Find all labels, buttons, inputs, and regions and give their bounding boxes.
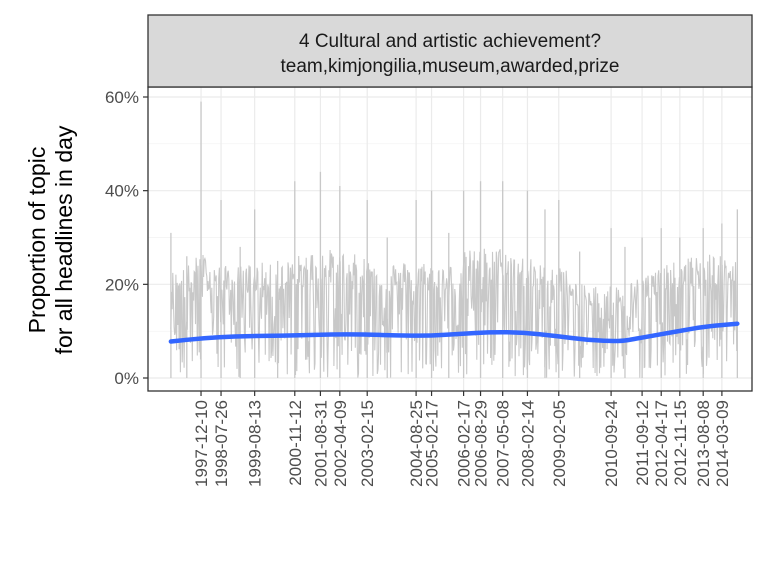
x-tick-label: 2002-04-09	[331, 400, 350, 487]
x-tick-label: 2014-03-09	[713, 400, 732, 487]
x-tick-label: 2006-08-29	[472, 400, 491, 487]
raw-series-line	[170, 248, 738, 378]
y-axis-title-line-1: Proportion of topic	[24, 147, 50, 334]
x-tick-label: 2003-02-15	[358, 400, 377, 487]
x-tick-label: 1999-08-13	[246, 400, 265, 487]
x-tick-label: 2010-09-24	[602, 400, 621, 487]
x-tick-label: 2005-02-17	[423, 400, 442, 487]
facet-strip	[147, 14, 753, 88]
x-tick-label: 1998-07-26	[212, 400, 231, 487]
x-tick-label: 2007-05-08	[494, 400, 513, 487]
x-tick-label: 2000-11-12	[286, 400, 305, 486]
y-tick-label: 40%	[105, 182, 139, 201]
axes: 0% 20% 40% 60% 1997-12-10 1998-07-26 1999-08-1…	[105, 88, 732, 487]
x-tick-label: 2009-02-05	[550, 400, 569, 487]
x-tick-label: 1997-12-10	[192, 400, 211, 487]
x-tick-label: 2011-09-12	[633, 400, 652, 486]
x-tick-label: 2008-02-14	[518, 400, 537, 487]
y-tick-label: 60%	[105, 88, 139, 107]
x-tick-label: 2013-08-08	[694, 400, 713, 487]
facet-title-line-2: team,kimjongilia,museum,awarded,prize	[281, 56, 620, 77]
facet-title-line-1: 4 Cultural and artistic achievement?	[299, 31, 601, 52]
x-tick-label: 2012-11-15	[671, 400, 690, 486]
x-tick-label: 2006-02-17	[455, 400, 474, 487]
smooth-series	[168, 321, 740, 344]
smooth-trend-line	[168, 321, 740, 344]
y-axis-title-line-2: for all headlines in day	[51, 125, 77, 354]
y-tick-label: 20%	[105, 275, 139, 294]
y-tick-label: 0%	[114, 369, 139, 388]
x-tick-label: 2004-08-25	[407, 400, 426, 487]
raw-series-lines	[170, 101, 738, 378]
x-tick-label: 2012-04-17	[652, 400, 671, 487]
x-tick-label: 2001-08-31	[311, 400, 330, 487]
